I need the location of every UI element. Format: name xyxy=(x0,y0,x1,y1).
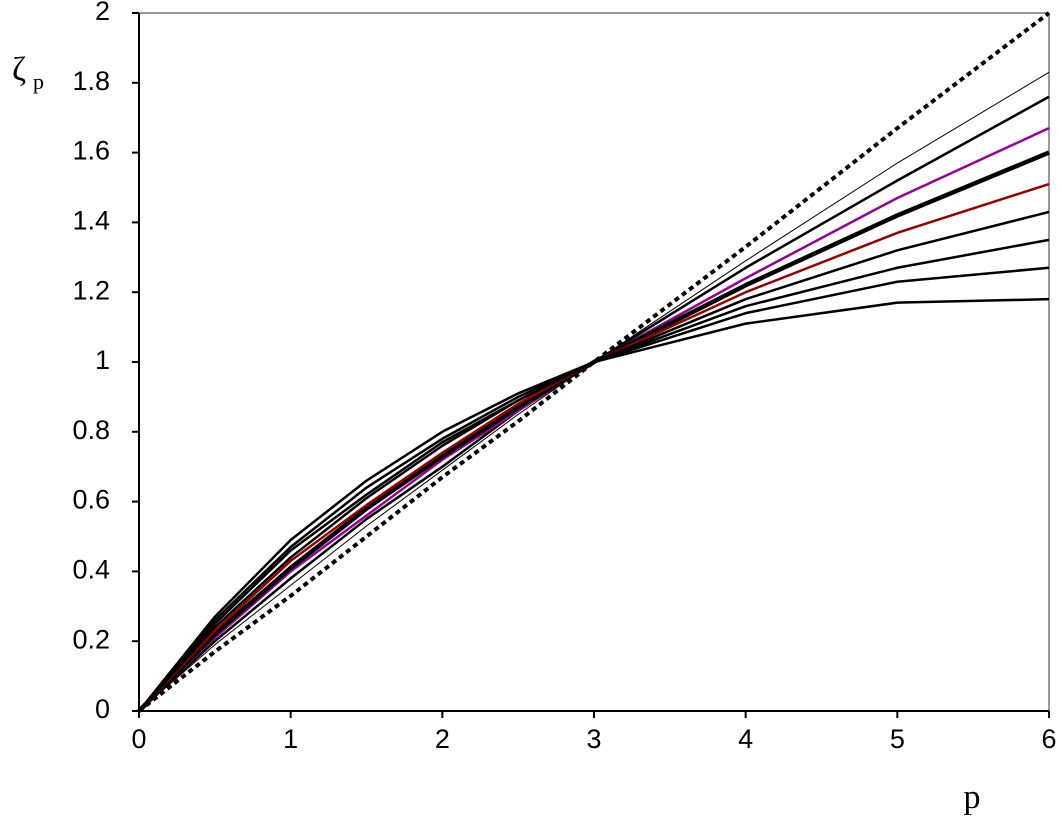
y-tick-label: 1 xyxy=(95,345,110,375)
y-tick-label: 0.8 xyxy=(72,415,110,445)
y-tick-label: 1.4 xyxy=(72,206,110,236)
y-tick-label: 0.4 xyxy=(72,555,110,585)
y-axis-label-subscript: p xyxy=(33,69,44,94)
x-tick-label: 4 xyxy=(738,724,753,754)
series-line xyxy=(138,182,1050,712)
series-line xyxy=(138,71,1050,712)
series-line xyxy=(138,266,1050,712)
x-tick-label: 5 xyxy=(890,724,905,754)
series-line xyxy=(138,238,1050,712)
x-tick-label: 1 xyxy=(283,724,298,754)
series-line xyxy=(138,210,1050,712)
y-tick-label: 1.6 xyxy=(72,136,110,166)
x-tick-label: 6 xyxy=(1041,724,1056,754)
y-tick-label: 0.6 xyxy=(72,485,110,515)
y-tick-label: 1.8 xyxy=(72,66,110,96)
x-tick-label: 0 xyxy=(131,724,146,754)
y-tick-label: 0 xyxy=(95,694,110,724)
series-line xyxy=(138,297,1050,712)
y-axis-label: ζ xyxy=(12,51,26,88)
series-line xyxy=(137,150,1050,713)
series-line xyxy=(138,95,1050,712)
x-tick-label: 2 xyxy=(435,724,450,754)
series-line xyxy=(138,127,1050,712)
x-axis-label: p xyxy=(964,779,981,816)
x-tick-label: 3 xyxy=(586,724,601,754)
y-tick-label: 2 xyxy=(95,0,110,26)
y-tick-label: 1.2 xyxy=(72,275,110,305)
y-tick-label: 0.2 xyxy=(72,624,110,654)
